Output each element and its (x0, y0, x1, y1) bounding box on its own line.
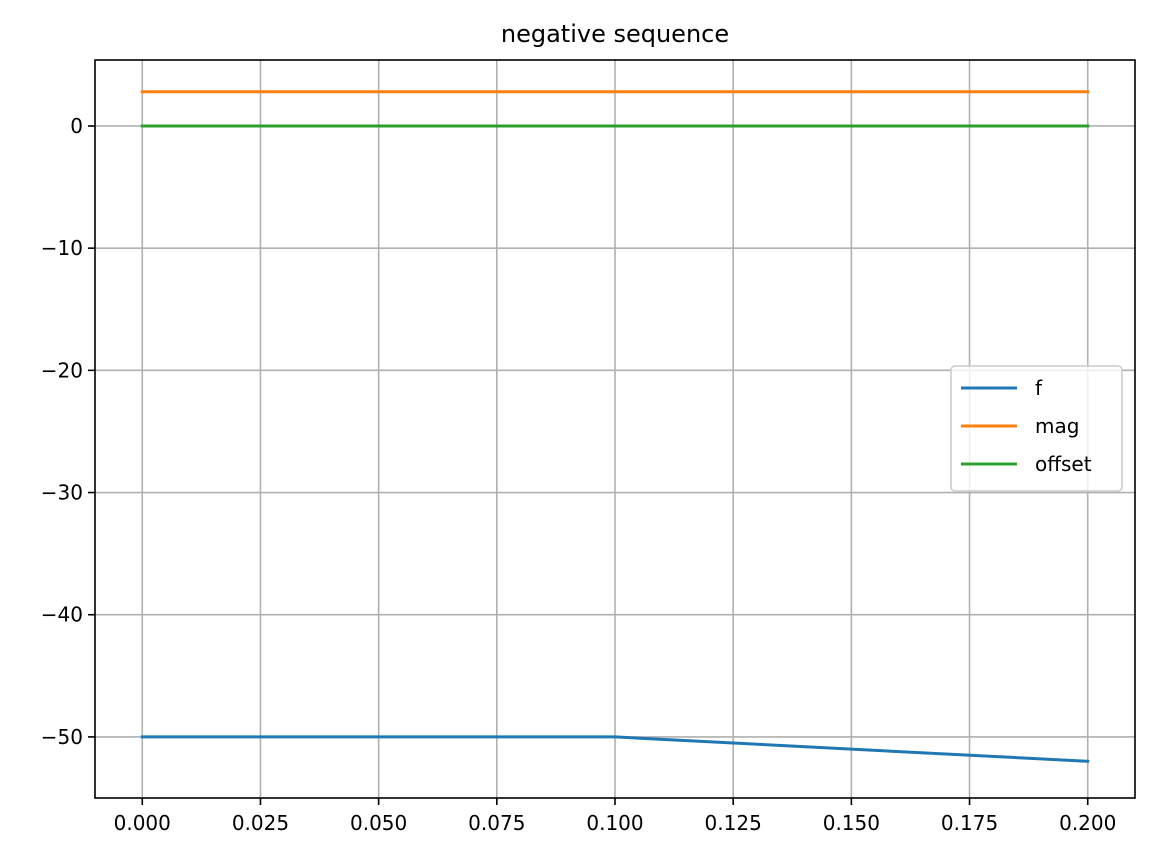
y-tick-label: −10 (41, 236, 83, 260)
y-tick-label: −30 (41, 481, 83, 505)
x-tick-label: 0.150 (823, 811, 880, 835)
y-tick-label: −20 (41, 358, 83, 382)
x-tick-label: 0.050 (350, 811, 407, 835)
plot-series (140, 90, 1090, 763)
series-line-f (140, 735, 1090, 763)
y-tick-label: −40 (41, 603, 83, 627)
x-tick-label: 0.075 (468, 811, 525, 835)
legend-label-f: f (1035, 376, 1043, 400)
legend-label-offset: offset (1035, 452, 1092, 476)
chart-title: negative sequence (501, 20, 729, 48)
x-tick-label: 0.000 (114, 811, 171, 835)
legend: f mag offset (950, 365, 1123, 492)
y-tick-label: −50 (41, 725, 83, 749)
x-tick-label: 0.025 (232, 811, 289, 835)
x-tick-label: 0.175 (941, 811, 998, 835)
x-tick-label: 0.125 (705, 811, 762, 835)
x-tick-label: 0.200 (1059, 811, 1116, 835)
legend-label-mag: mag (1035, 414, 1079, 438)
y-tick-label: 0 (70, 114, 83, 138)
axis-ticks: 0.000 0.025 0.050 0.075 0.100 0.125 0.150 0.175… (41, 114, 1117, 835)
x-tick-label: 0.100 (586, 811, 643, 835)
legend-box (950, 365, 1123, 492)
